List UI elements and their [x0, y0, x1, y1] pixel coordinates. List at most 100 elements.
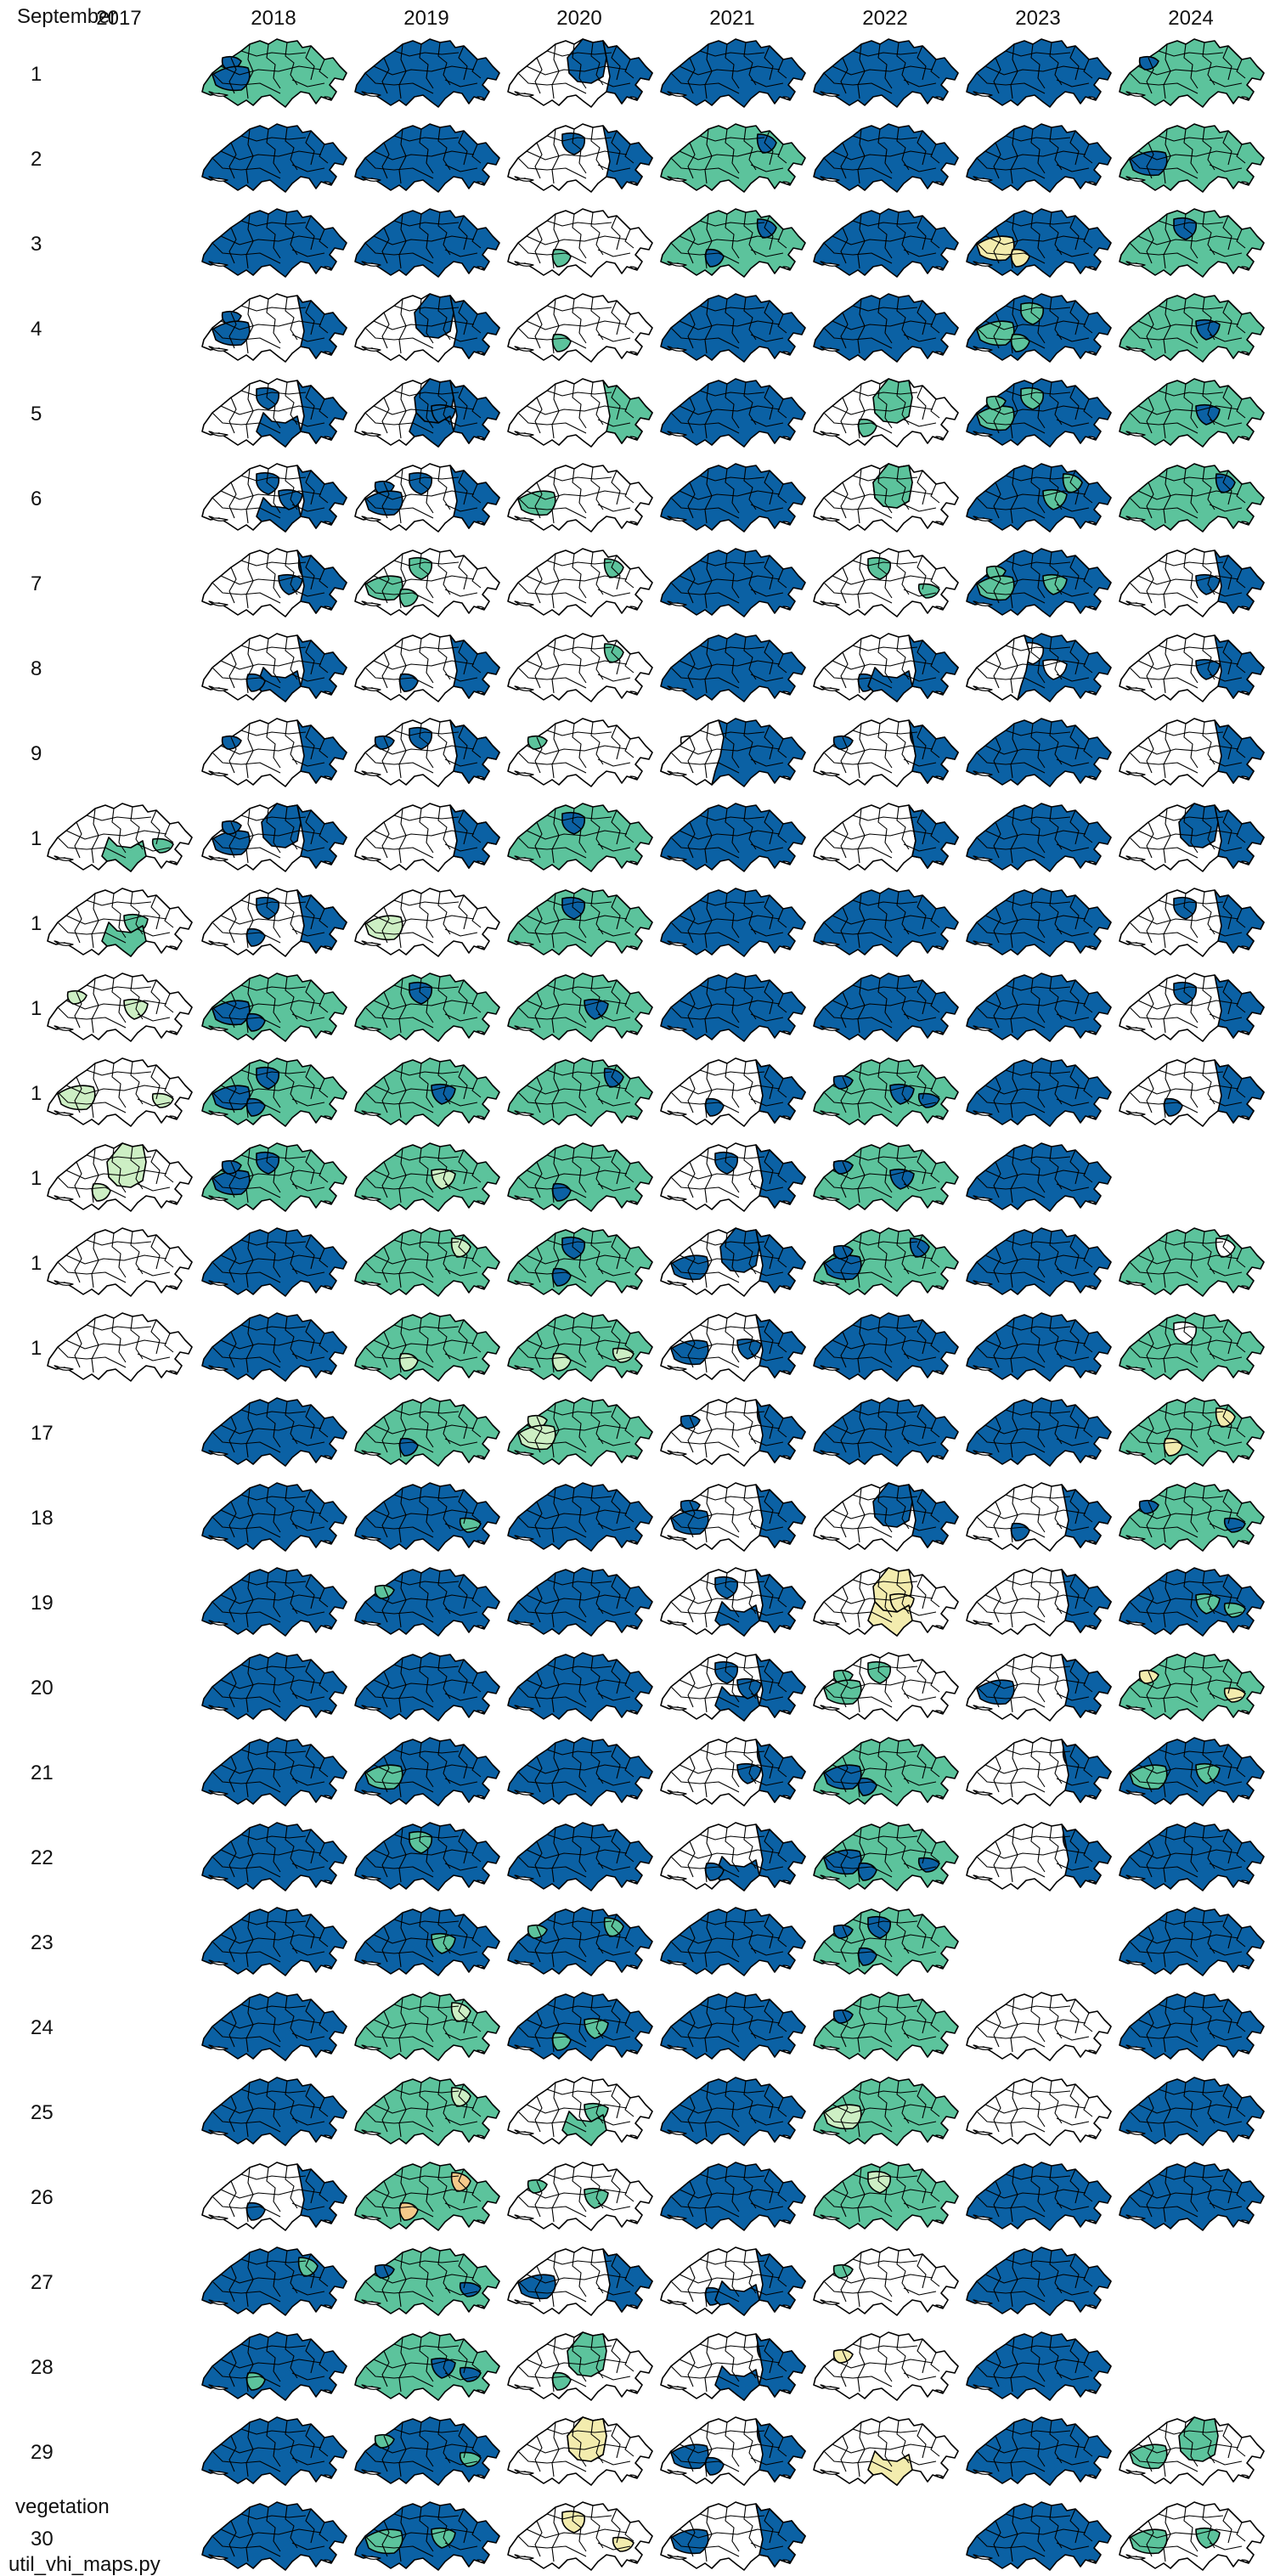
map-2020-day-30 [507, 2501, 653, 2571]
map-2024-day-30 [1119, 2501, 1265, 2571]
map-2022-day-16 [813, 1312, 959, 1382]
year-label-2019: 2019 [403, 7, 449, 30]
map-2020-day-2 [507, 123, 653, 193]
map-2019-day-17 [354, 1397, 500, 1467]
map-2018-day-20 [201, 1652, 347, 1722]
map-2020-day-23 [507, 1907, 653, 1976]
map-2021-day-3 [660, 208, 806, 278]
map-2020-day-27 [507, 2246, 653, 2316]
map-2023-day-6 [966, 463, 1112, 533]
map-2024-day-12 [1119, 972, 1265, 1042]
map-2021-day-29 [660, 2416, 806, 2486]
map-2023-day-29 [966, 2416, 1112, 2486]
day-label: 1 [31, 1252, 42, 1275]
day-label: 4 [31, 318, 42, 341]
map-2024-day-13 [1119, 1057, 1265, 1127]
map-2024-day-11 [1119, 888, 1265, 957]
map-2020-day-4 [507, 293, 653, 363]
map-2024-day-5 [1119, 378, 1265, 448]
map-2019-day-15 [354, 1227, 500, 1297]
map-2017-day-16 [47, 1312, 193, 1382]
map-2024-day-16 [1119, 1312, 1265, 1382]
day-label: 24 [31, 2016, 54, 2039]
map-2024-day-8 [1119, 633, 1265, 702]
map-2020-day-19 [507, 1567, 653, 1637]
day-label: 1 [31, 1082, 42, 1105]
map-2019-day-22 [354, 1822, 500, 1891]
map-2021-day-4 [660, 293, 806, 363]
map-2021-day-8 [660, 633, 806, 702]
map-2024-day-20 [1119, 1652, 1265, 1722]
map-2018-day-21 [201, 1737, 347, 1807]
map-2023-day-5 [966, 378, 1112, 448]
year-label-2023: 2023 [1015, 7, 1061, 30]
map-2023-day-2 [966, 123, 1112, 193]
map-2023-day-7 [966, 548, 1112, 617]
day-label: 23 [31, 1931, 54, 1954]
map-2023-day-26 [966, 2162, 1112, 2231]
map-2023-day-21 [966, 1737, 1112, 1807]
map-2021-day-21 [660, 1737, 806, 1807]
map-2019-day-28 [354, 2331, 500, 2401]
map-2022-day-22 [813, 1822, 959, 1891]
map-2024-day-6 [1119, 463, 1265, 533]
map-2020-day-9 [507, 718, 653, 787]
year-label-2021: 2021 [709, 7, 755, 30]
map-2017-day-12 [47, 972, 193, 1042]
map-2017-day-13 [47, 1057, 193, 1127]
map-2018-day-18 [201, 1482, 347, 1552]
map-2023-day-9 [966, 718, 1112, 787]
day-label: 17 [31, 1422, 54, 1445]
year-label-2018: 2018 [251, 7, 296, 30]
day-label: 8 [31, 657, 42, 680]
map-2020-day-10 [507, 803, 653, 872]
day-label: 28 [31, 2356, 54, 2379]
map-2022-day-29 [813, 2416, 959, 2486]
map-2018-day-7 [201, 548, 347, 617]
map-2024-day-23 [1119, 1907, 1265, 1976]
day-label: 19 [31, 1592, 54, 1615]
map-2019-day-4 [354, 293, 500, 363]
map-2018-day-29 [201, 2416, 347, 2486]
map-2020-day-28 [507, 2331, 653, 2401]
map-2022-day-18 [813, 1482, 959, 1552]
day-label: 5 [31, 403, 42, 426]
map-2023-day-4 [966, 293, 1112, 363]
map-2020-day-3 [507, 208, 653, 278]
map-2018-day-1 [201, 38, 347, 108]
map-2022-day-6 [813, 463, 959, 533]
map-2022-day-15 [813, 1227, 959, 1297]
map-2019-day-29 [354, 2416, 500, 2486]
map-2017-day-15 [47, 1227, 193, 1297]
map-2021-day-27 [660, 2246, 806, 2316]
map-2024-day-25 [1119, 2077, 1265, 2146]
map-2019-day-18 [354, 1482, 500, 1552]
map-2021-day-16 [660, 1312, 806, 1382]
day-label: 3 [31, 233, 42, 256]
map-2021-day-2 [660, 123, 806, 193]
map-2019-day-26 [354, 2162, 500, 2231]
map-2018-day-25 [201, 2077, 347, 2146]
map-2022-day-1 [813, 38, 959, 108]
map-2018-day-3 [201, 208, 347, 278]
day-label: 1 [31, 63, 42, 86]
map-2018-day-9 [201, 718, 347, 787]
map-2019-day-14 [354, 1142, 500, 1212]
map-2018-day-11 [201, 888, 347, 957]
map-2021-day-23 [660, 1907, 806, 1976]
map-2018-day-30 [201, 2501, 347, 2571]
map-2018-day-5 [201, 378, 347, 448]
map-2018-day-2 [201, 123, 347, 193]
map-2019-day-27 [354, 2246, 500, 2316]
map-2021-day-24 [660, 1992, 806, 2061]
day-label: 30 [31, 2528, 54, 2551]
map-2019-day-16 [354, 1312, 500, 1382]
map-2020-day-17 [507, 1397, 653, 1467]
map-2021-day-15 [660, 1227, 806, 1297]
day-label: 18 [31, 1507, 54, 1530]
day-label: 21 [31, 1761, 54, 1784]
map-2019-day-8 [354, 633, 500, 702]
map-2024-day-26 [1119, 2162, 1265, 2231]
map-2022-day-14 [813, 1142, 959, 1212]
map-2023-day-16 [966, 1312, 1112, 1382]
